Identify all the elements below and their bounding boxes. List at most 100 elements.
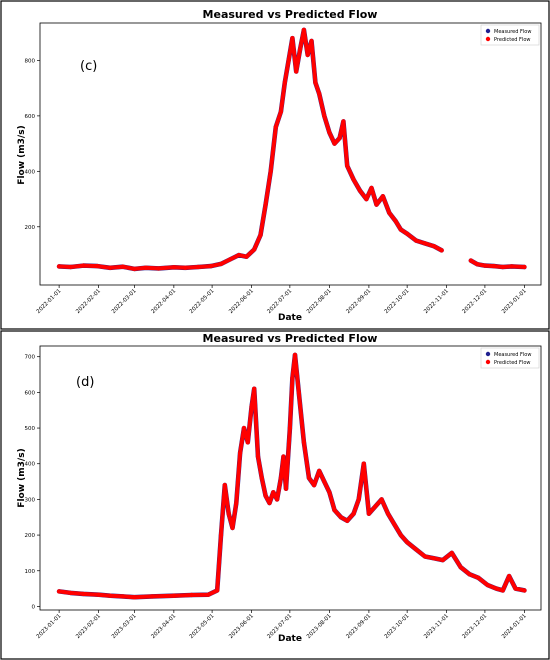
plot-frame-d — [39, 345, 542, 611]
x-tick-label: 2023-10-01 — [384, 613, 411, 640]
y-tick-label: 300 — [25, 497, 36, 503]
data-point — [143, 265, 148, 270]
data-point — [476, 575, 481, 581]
data-point — [274, 497, 280, 502]
x-tick-label: 2023-08-01 — [306, 613, 333, 640]
panel-d-border — [0, 330, 550, 660]
data-point — [491, 263, 496, 269]
x-tick-label: 2023-04-01 — [150, 613, 177, 640]
panel-label-c: (c) — [80, 59, 97, 74]
predicted-flow-trace — [57, 27, 444, 271]
data-point — [267, 500, 272, 506]
data-point — [189, 592, 194, 598]
data-point — [327, 130, 332, 135]
data-point — [222, 482, 227, 488]
data-point — [393, 219, 398, 224]
data-point — [306, 475, 312, 481]
x-tick-label: 2022-05-01 — [189, 288, 216, 315]
y-ticks-d: 0 100 200 300 400 500 600 700 — [25, 355, 40, 610]
x-tick-label: 2022-03-01 — [111, 288, 138, 315]
data-point — [364, 196, 369, 202]
legend-marker-predicted-c — [485, 36, 491, 42]
data-point — [373, 504, 378, 509]
y-tick-label: 700 — [25, 355, 36, 361]
data-point — [68, 590, 73, 596]
data-point — [234, 500, 239, 506]
panel-c-border — [0, 0, 550, 330]
x-tick-label: 2024-01-01 — [501, 613, 528, 640]
data-point — [278, 475, 284, 481]
data-point — [208, 263, 213, 269]
y-tick-label: 100 — [25, 569, 36, 575]
data-point — [392, 522, 397, 527]
data-point — [513, 586, 518, 591]
x-ticks-c: 2022-01-01 2022-02-01 2022-03-01 2022-04-01… — [36, 285, 528, 315]
data-point — [218, 261, 224, 267]
data-point — [68, 264, 73, 270]
x-tick-label: 2023-01-01 — [501, 288, 528, 315]
data-point — [387, 210, 392, 216]
data-point — [301, 440, 307, 445]
data-point — [468, 258, 474, 263]
data-point — [237, 450, 243, 456]
data-point — [398, 227, 403, 232]
data-point — [296, 390, 301, 395]
data-point — [458, 565, 463, 570]
data-point — [467, 572, 472, 577]
data-point — [230, 525, 235, 531]
data-point — [294, 69, 299, 74]
data-point — [252, 386, 257, 391]
series-d — [56, 352, 527, 600]
data-point — [500, 588, 505, 593]
data-point — [422, 554, 428, 559]
data-point — [322, 479, 327, 484]
data-point — [215, 588, 220, 593]
data-point — [509, 264, 514, 269]
x-tick-label: 2023-12-01 — [461, 613, 488, 640]
data-point — [357, 188, 363, 193]
y-ticks-c: 200 400 600 800 — [25, 58, 40, 231]
x-tick-label: 2023-06-01 — [228, 613, 255, 640]
x-tick-label: 2022-06-01 — [228, 288, 255, 315]
data-point — [290, 375, 295, 381]
series-c — [56, 27, 527, 272]
data-point — [313, 80, 318, 85]
x-tick-label: 2023-05-01 — [189, 613, 216, 640]
data-point — [305, 52, 310, 58]
data-point — [252, 247, 257, 252]
y-tick-label: 400 — [25, 169, 36, 175]
y-tick-label: 200 — [25, 225, 36, 231]
data-point — [244, 254, 249, 259]
legend-marker-predicted-d — [485, 359, 491, 365]
measured-flow-trace — [56, 27, 444, 272]
data-point — [404, 231, 410, 236]
data-point — [431, 244, 437, 249]
data-point — [332, 507, 337, 513]
y-tick-label: 800 — [25, 58, 36, 64]
data-point — [259, 475, 264, 481]
data-point — [297, 47, 303, 52]
data-point — [282, 80, 287, 85]
x-tick-label: 2023-09-01 — [345, 613, 372, 640]
x-tick-label: 2022-09-01 — [345, 288, 372, 315]
data-point — [439, 248, 444, 253]
data-point — [366, 511, 372, 516]
legend-label-predicted-c: Predicted Flow — [494, 37, 530, 43]
legend-marker-measured-d — [485, 351, 491, 357]
data-point — [506, 573, 512, 579]
data-point — [226, 511, 231, 516]
y-tick-label: 200 — [25, 533, 36, 539]
data-point — [356, 497, 361, 502]
y-axis-title-c: Flow (m3/s) — [17, 125, 27, 184]
data-point — [263, 493, 268, 498]
data-point — [369, 185, 374, 191]
data-point — [413, 547, 419, 552]
data-point — [56, 589, 62, 594]
data-point — [132, 595, 137, 600]
data-point — [337, 135, 342, 141]
x-tick-label: 2022-01-01 — [36, 288, 63, 315]
data-point — [255, 454, 261, 459]
data-point — [156, 266, 161, 271]
data-point — [311, 482, 317, 488]
chart-title-c: Measured vs Predicted Flow — [203, 8, 378, 21]
